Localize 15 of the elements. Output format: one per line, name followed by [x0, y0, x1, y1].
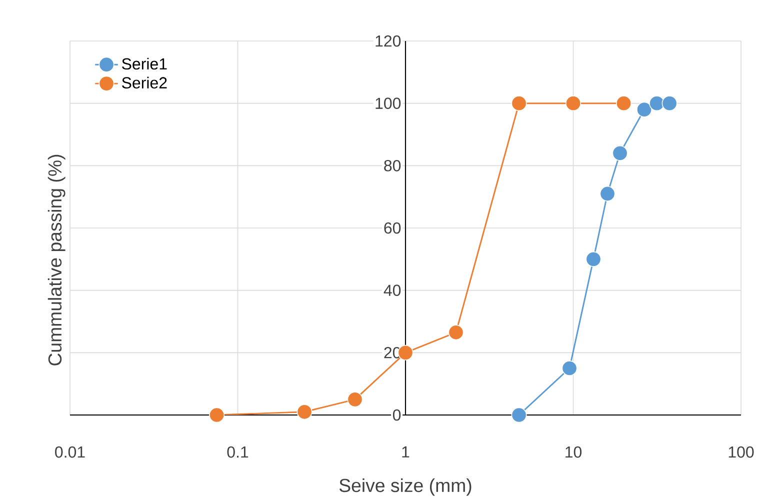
x-tick-label: 100: [728, 446, 754, 458]
y-tick-label: 100: [376, 98, 401, 109]
x-tick-label: 10: [566, 446, 582, 458]
x-axis-title: Seive size (mm): [339, 478, 472, 496]
y-tick-label: 40: [384, 284, 401, 296]
y-tick-label: 0: [392, 409, 401, 421]
y-tick-label: 60: [384, 222, 401, 234]
y-axis-title: Cummulative passing (%): [48, 154, 66, 366]
x-tick-label: 0.1: [227, 446, 248, 458]
legend-label: Serie1: [122, 58, 167, 70]
y-tick-label: 80: [384, 160, 401, 172]
legend-label: Serie2: [122, 76, 167, 88]
x-tick-label: 1: [402, 446, 410, 458]
y-tick-label: 120: [376, 35, 401, 47]
x-tick-label: 0.01: [55, 446, 85, 458]
